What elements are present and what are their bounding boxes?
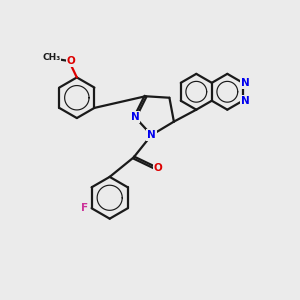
- Text: O: O: [67, 56, 75, 66]
- Text: N: N: [131, 112, 140, 122]
- Text: O: O: [154, 163, 163, 173]
- Text: F: F: [82, 203, 88, 213]
- Text: N: N: [147, 130, 156, 140]
- Text: CH₃: CH₃: [42, 52, 61, 62]
- Text: N: N: [241, 78, 250, 88]
- Text: N: N: [241, 96, 250, 106]
